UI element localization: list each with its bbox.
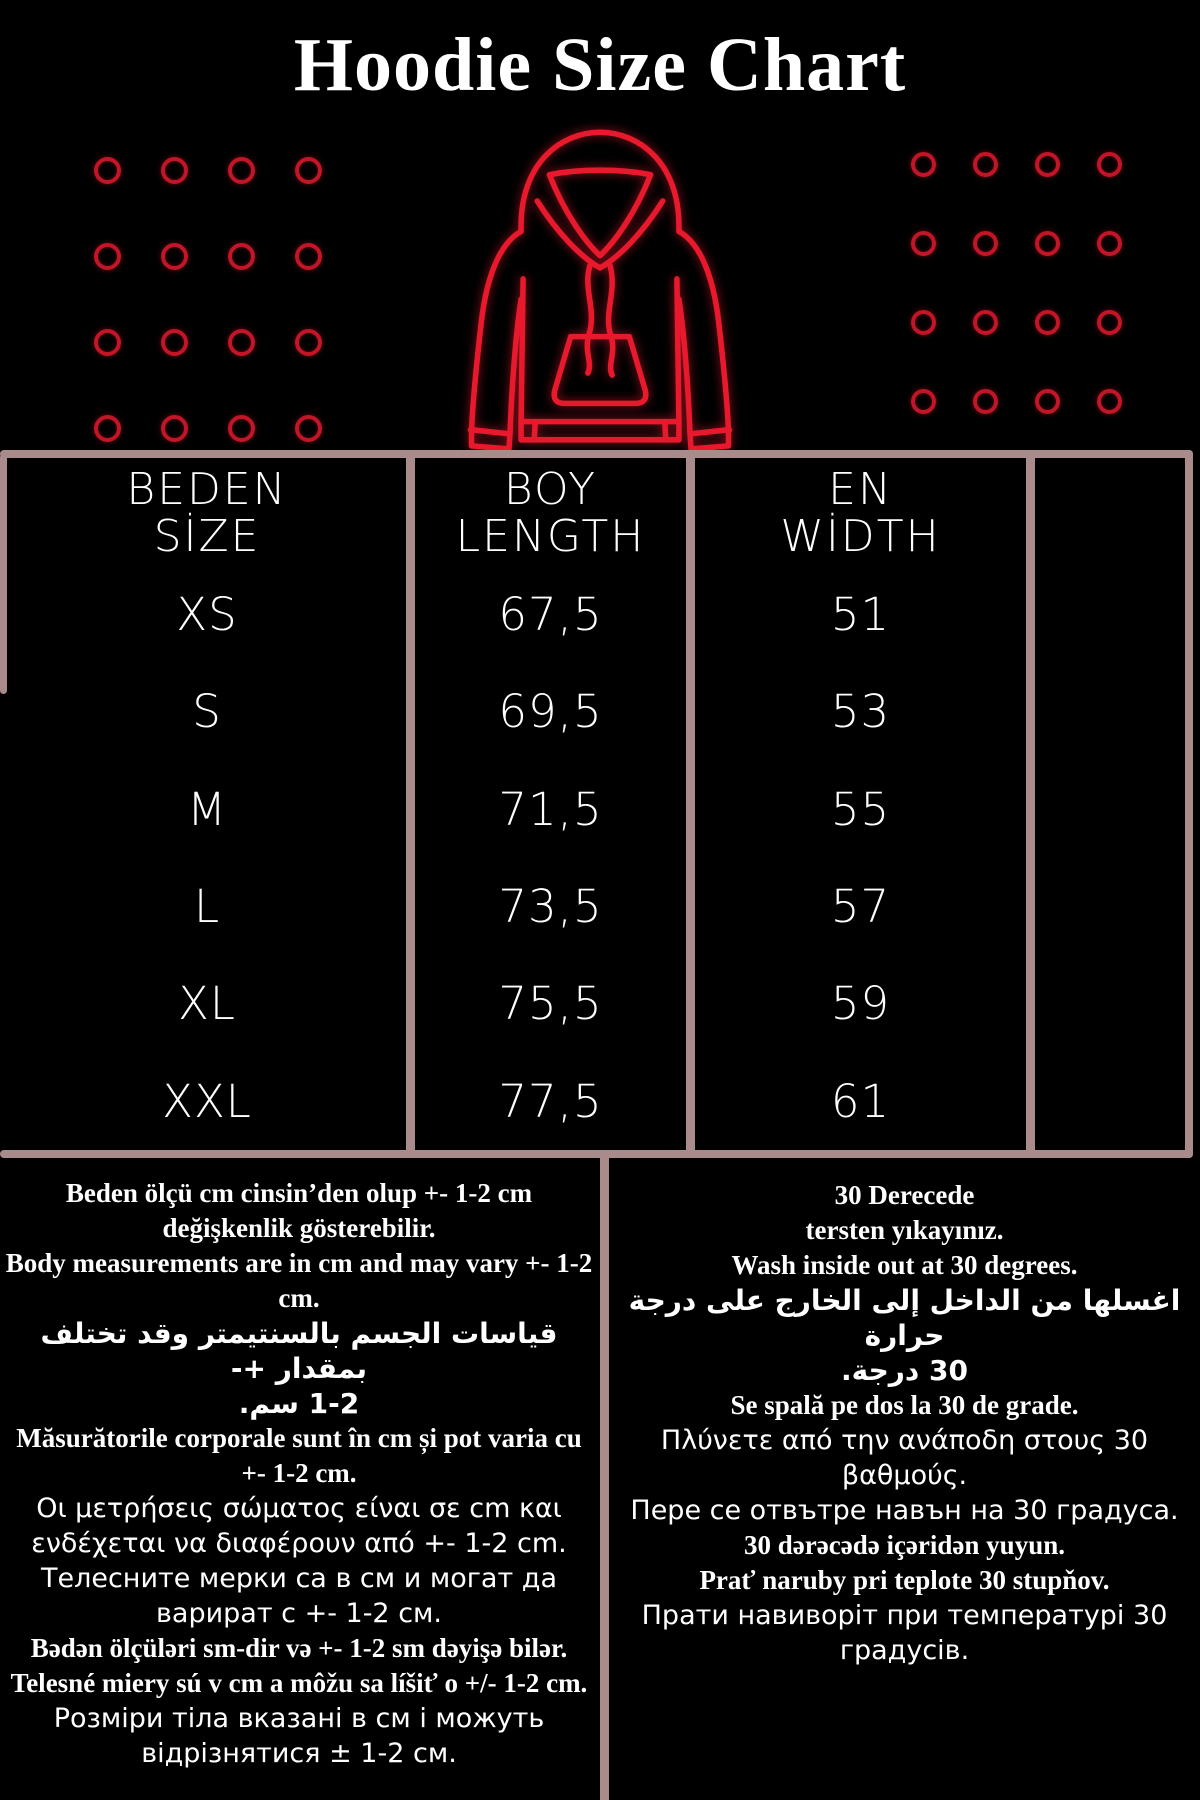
size-cell: XL [178,977,236,1031]
length-cell: 67,5 [498,588,603,642]
header-line: BEDEN [126,464,288,515]
length-cell: 69,5 [498,685,603,739]
table-border-right [1185,450,1193,1158]
size-cell: XXL [162,1074,252,1128]
width-cell: 51 [830,588,891,642]
width-cell: 55 [830,782,891,836]
length-cell: 73,5 [498,880,603,934]
dot-ring-icon [1035,231,1060,256]
dot-ring-icon [911,231,936,256]
size-cell: XS [176,588,238,642]
size-cell: L [193,880,221,934]
dot-ring-icon [911,152,936,177]
dot-ring-icon [94,329,121,356]
width-cell: 59 [830,977,891,1031]
note-line: Măsurătorile corporale sunt în cm și pot… [16,1423,582,1488]
dot-grid-right [911,152,1122,414]
notes-section: Beden ölçü cm cinsin’den olup +- 1-2 cm … [0,1158,1200,1800]
dot-ring-icon [973,310,998,335]
dot-ring-icon [973,231,998,256]
note-line: Beden ölçü cm cinsin’den olup +- 1-2 cm … [65,1178,533,1243]
dot-ring-icon [1097,389,1122,414]
note-line: Οι μετρήσεις σώματος είναι σε cm και ενδ… [31,1493,567,1559]
table-border-top [0,450,1193,458]
note-line: Телесните мерки са в см и могат да варир… [40,1563,558,1629]
table-divider-2 [686,450,695,1158]
header-line: WİDTH [780,511,941,562]
dot-ring-icon [161,243,188,270]
notes-divider [600,1158,609,1800]
note-line: Telesné miery sú v cm a môžu sa líšiť o … [10,1668,588,1698]
dot-ring-icon [94,415,121,442]
dot-ring-icon [94,243,121,270]
page-title: Hoodie Size Chart [293,23,907,107]
header-line: EN [828,464,893,515]
dot-ring-icon [911,389,936,414]
width-cell: 53 [830,685,891,739]
note-line: Пере се отвътре навън на 30 градуса. [630,1495,1179,1526]
measurement-notes: Beden ölçü cm cinsin’den olup +- 1-2 cm … [4,1176,594,1771]
table-border-bottom [0,1150,1193,1158]
size-cell: S [192,685,222,739]
column-length: BOY LENGTH 67,5 69,5 71,5 73,5 75,5 77,5 [415,458,686,1150]
table-divider-1 [406,450,415,1158]
note-line: 30 dərəcədə içəridən yuyun. [744,1530,1065,1560]
dot-ring-icon [1097,231,1122,256]
table-divider-3 [1026,450,1035,1158]
column-width: EN WİDTH 51 53 55 57 59 61 [695,458,1026,1150]
width-cell: 57 [830,880,891,934]
column-header-size: BEDEN SİZE [8,458,406,566]
length-cell: 77,5 [498,1074,603,1128]
note-line: Прати навиворіт при температурі 30 граду… [641,1600,1168,1666]
note-line: 30 Derecede tersten yıkayınız. [805,1180,1004,1245]
washing-notes: 30 Derecede tersten yıkayınız. Wash insi… [613,1178,1196,1668]
column-header-width: EN WİDTH [695,458,1026,566]
table-border-left [0,454,7,694]
note-line: Body measurements are in cm and may vary… [5,1248,593,1313]
dot-ring-icon [228,243,255,270]
size-table: BEDEN SİZE XS S M L XL XXL BOY LENGTH 67… [0,450,1193,1158]
note-line: اغسلها من الداخل إلى الخارج على درجة حرا… [628,1284,1181,1387]
note-line: Prať naruby pri teplote 30 stupňov. [699,1565,1110,1595]
dot-ring-icon [973,152,998,177]
note-line: Πλύνετε από την ανάποδη στους 30 βαθμούς… [660,1425,1149,1491]
note-line: Wash inside out at 30 degrees. [731,1250,1078,1280]
dot-ring-icon [973,389,998,414]
dot-ring-icon [228,157,255,184]
dot-ring-icon [1035,152,1060,177]
width-cell: 61 [830,1074,891,1128]
dot-ring-icon [228,329,255,356]
column-header-length: BOY LENGTH [415,458,686,566]
dot-ring-icon [1035,389,1060,414]
dot-ring-icon [295,415,322,442]
note-line: Розміри тіла вказані в см і можуть відрі… [53,1703,545,1769]
header-line: LENGTH [455,511,646,562]
dot-ring-icon [1035,310,1060,335]
note-line: قياسات الجسم بالسنتيمتر وقد تختلف بمقدار… [40,1317,558,1420]
dot-ring-icon [295,243,322,270]
header-line: BOY [503,464,598,515]
dot-ring-icon [161,157,188,184]
length-cell: 71,5 [498,782,603,836]
note-line: Se spală pe dos la 30 de grade. [730,1390,1079,1420]
dot-ring-icon [911,310,936,335]
dot-ring-icon [161,415,188,442]
note-line: Bədən ölçüləri sm-dir və +- 1-2 sm dəyiş… [30,1633,568,1663]
dot-ring-icon [1097,152,1122,177]
dot-ring-icon [295,329,322,356]
size-cell: M [187,782,227,836]
hoodie-outline-icon [467,129,733,452]
dot-grid-left [94,157,322,442]
dot-ring-icon [161,329,188,356]
column-size: BEDEN SİZE XS S M L XL XXL [8,458,406,1150]
dot-ring-icon [228,415,255,442]
dot-ring-icon [295,157,322,184]
length-cell: 75,5 [498,977,603,1031]
header-line: SİZE [153,511,261,562]
dot-ring-icon [94,157,121,184]
dot-ring-icon [1097,310,1122,335]
